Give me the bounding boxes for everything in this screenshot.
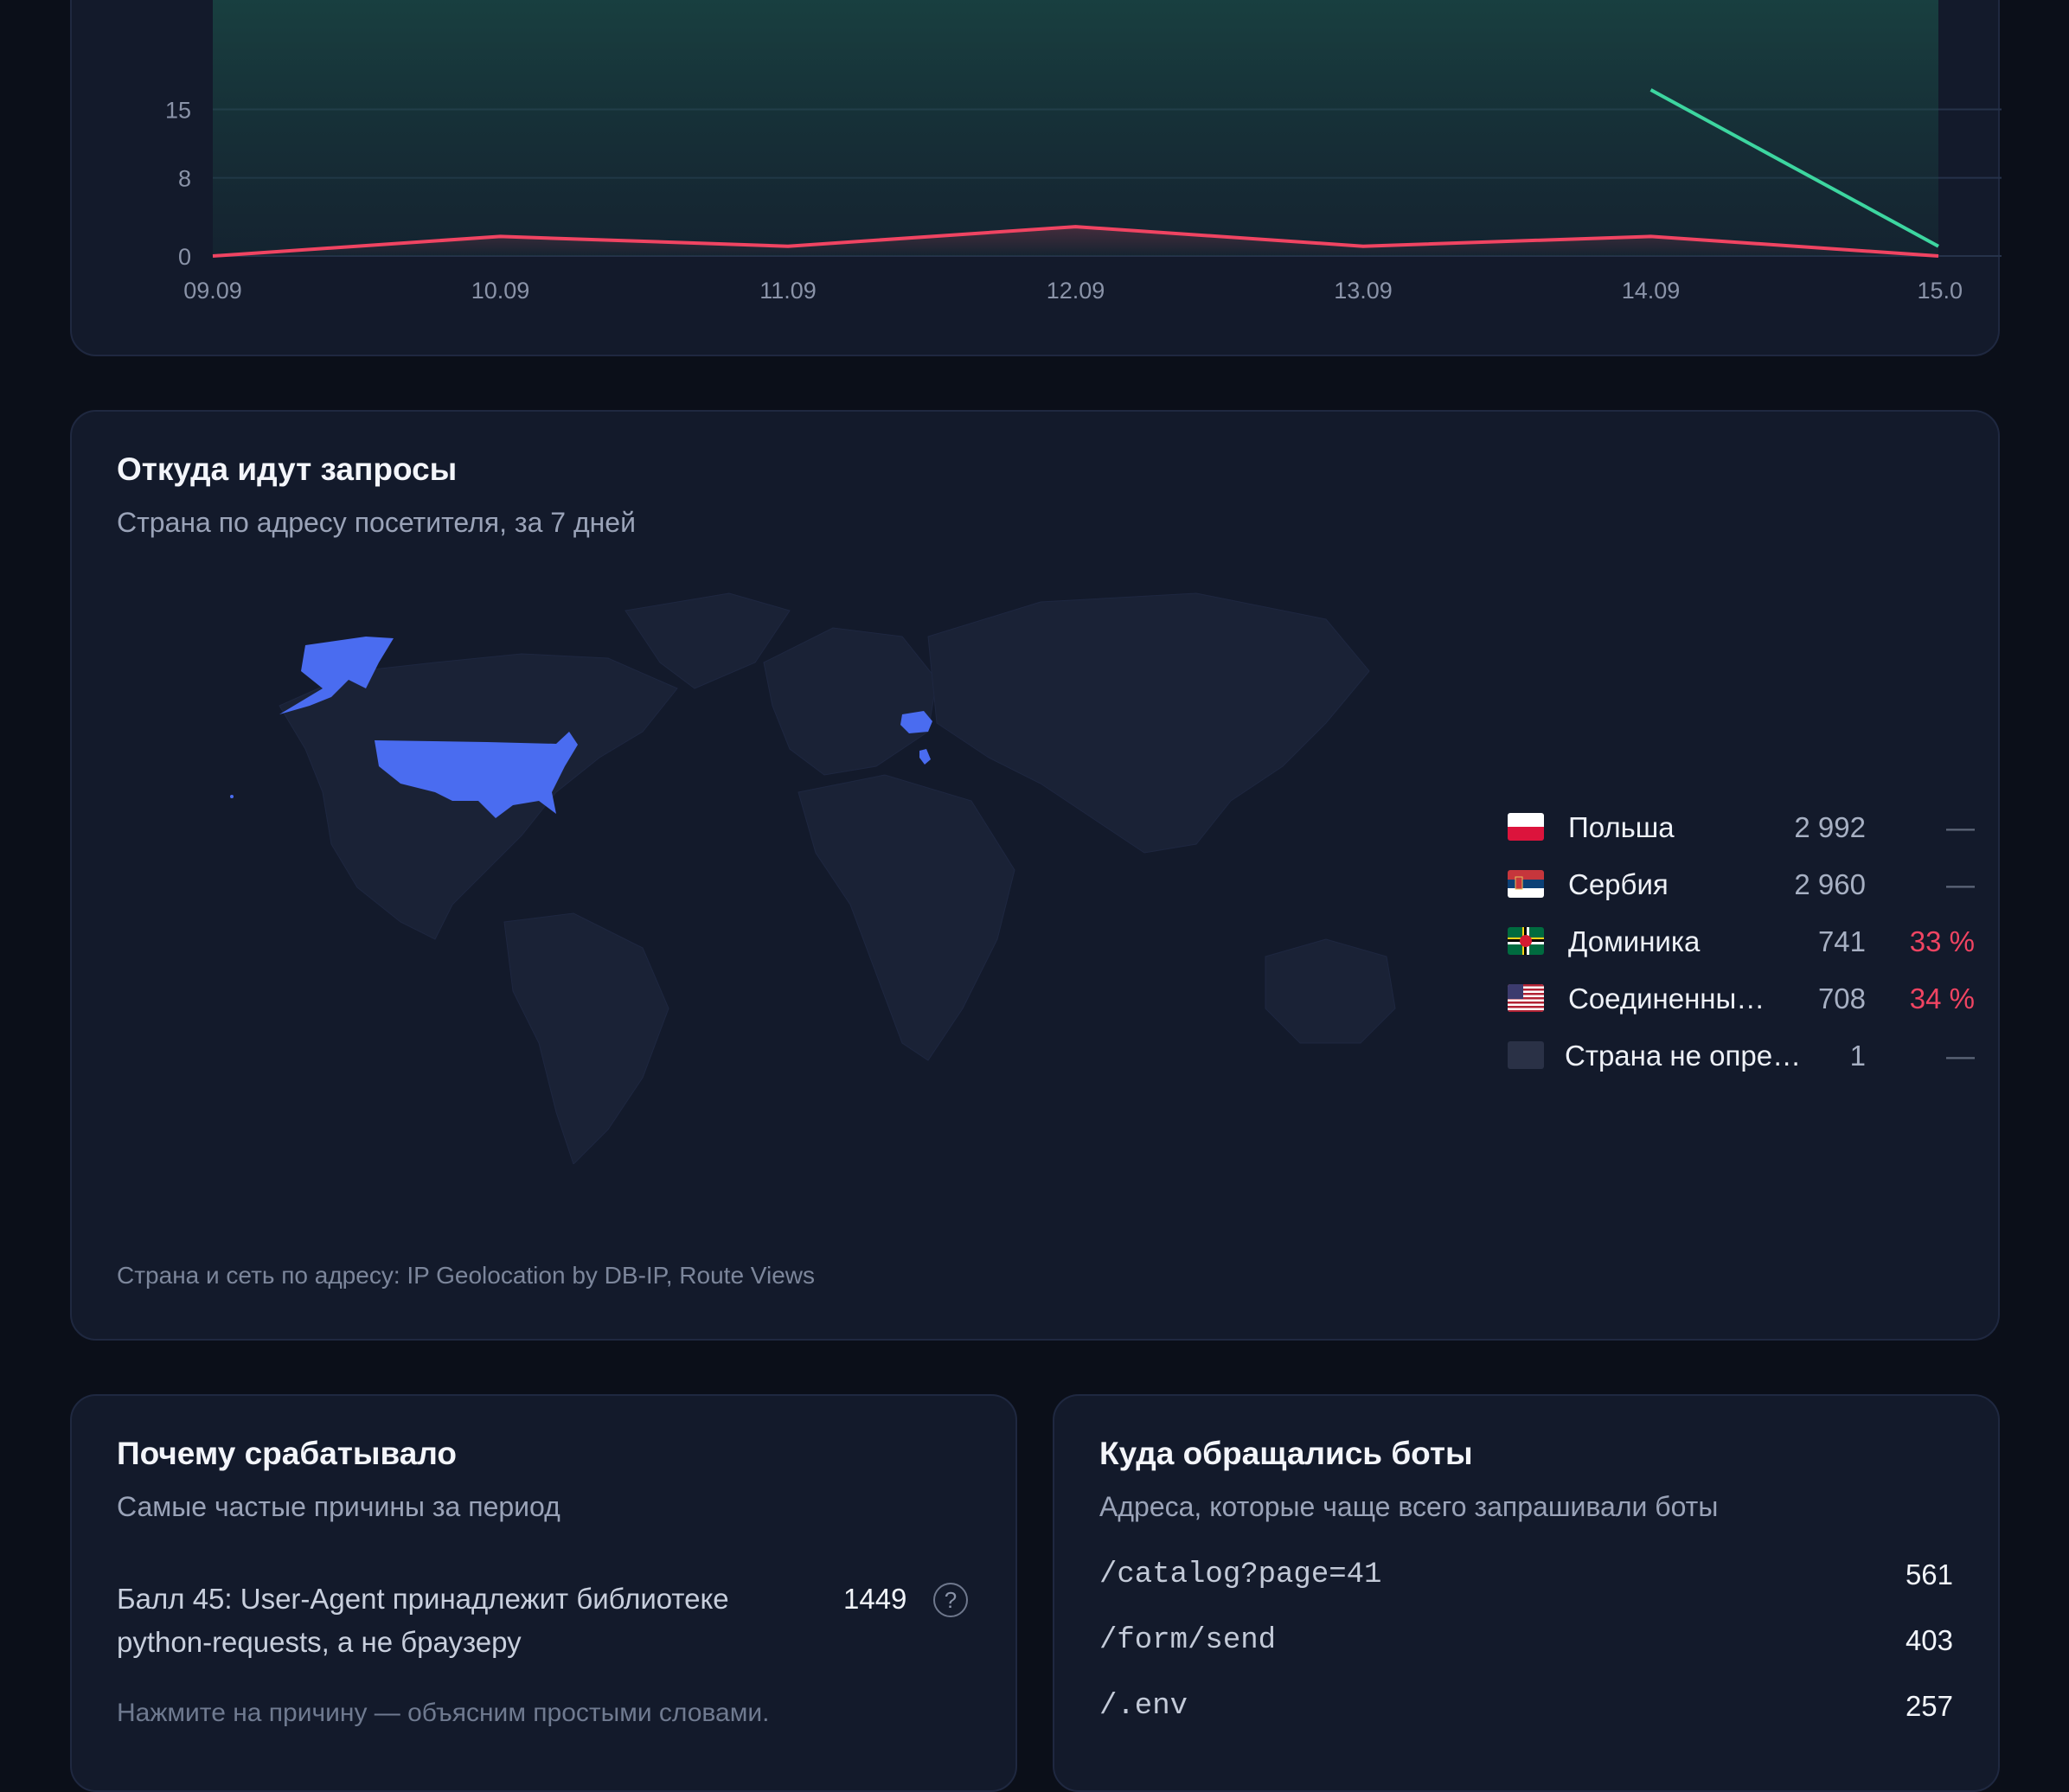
legend-country-share: — (1946, 868, 1975, 900)
country-legend: Польша 2 992 — Сербия 2 960 — Доминика 7… (1508, 803, 1975, 1088)
green-area-fill (213, 0, 1938, 256)
geo-card: Откуда идут запросы Страна по адресу пос… (70, 410, 2000, 1341)
x-tick-label: 10.09 (471, 278, 530, 304)
legend-country-share: — (1946, 811, 1975, 843)
paths-card: Куда обращались боты Адреса, которые чащ… (1053, 1394, 2000, 1792)
legend-country-name: Страна не опре… (1565, 1040, 1802, 1072)
path-url: /form/send (1099, 1624, 1277, 1657)
paths-title: Куда обращались боты (1099, 1436, 1473, 1471)
legend-country-share: — (1946, 1040, 1975, 1072)
map-asia (927, 592, 1370, 854)
legend-row-poland[interactable]: Польша 2 992 — (1508, 803, 1975, 860)
legend-country-share: 33 % (1909, 925, 1975, 957)
path-url: /catalog?page=41 (1099, 1558, 1382, 1591)
map-dominica (230, 795, 234, 798)
geo-subtitle: Страна по адресу посетителя, за 7 дней (117, 507, 636, 538)
reasons-hint: Нажмите на причину — объясним простыми с… (117, 1699, 770, 1727)
x-tick-label: 12.09 (1047, 278, 1105, 304)
series-line (1649, 88, 1939, 248)
map-alaska (279, 637, 394, 714)
x-tick-label: 13.09 (1334, 278, 1393, 304)
paths-subtitle: Адреса, которые чаще всего запрашивали б… (1099, 1491, 1719, 1522)
x-tick-label: 14.09 (1622, 278, 1681, 304)
reason-item-count: 1449 (843, 1583, 907, 1615)
series-area (213, 227, 1938, 256)
map-africa (797, 774, 1015, 1061)
map-usa (375, 732, 578, 818)
map-australia (1265, 938, 1396, 1044)
reasons-card: Почему срабатывало Самые частые причины … (70, 1394, 1017, 1792)
legend-row-serbia[interactable]: Сербия 2 960 — (1508, 860, 1975, 917)
map-south-america (503, 912, 669, 1164)
reasons-subtitle: Самые частые причины за период (117, 1491, 560, 1522)
trend-chart: 0 8 15 09.09 10.09 11.09 12.09 13.09 14.09 15.0 (165, 0, 2002, 304)
map-serbia (919, 749, 931, 765)
series-line (212, 225, 1939, 258)
geo-title: Откуда идут запросы (117, 451, 458, 487)
x-tick-label: 15.0 (1917, 278, 1963, 304)
path-count: 561 (1905, 1558, 1953, 1590)
reasons-title: Почему срабатывало (117, 1436, 457, 1471)
path-count: 257 (1905, 1690, 1953, 1722)
legend-country-share: 34 % (1909, 982, 1975, 1014)
legend-country-count: 708 (1817, 982, 1866, 1014)
legend-country-name: Доминика (1568, 925, 1701, 957)
trend-chart-card: 0 8 15 09.09 10.09 11.09 12.09 13.09 14.09 15.0 (70, 0, 2002, 356)
x-tick-label: 11.09 (759, 278, 817, 304)
usa-flag-icon (1508, 984, 1544, 1012)
map-europe (763, 627, 938, 776)
serbia-flag-icon (1508, 870, 1544, 898)
map-poland (900, 711, 932, 733)
legend-country-count: 2 992 (1794, 811, 1866, 843)
x-tick-label: 09.09 (183, 278, 242, 304)
unknown-flag-icon (1508, 1041, 1544, 1069)
dominica-flag-icon (1508, 927, 1544, 955)
y-tick-label: 8 (178, 166, 191, 192)
legend-row-usa[interactable]: Соединенны… 708 34 % (1508, 974, 1975, 1031)
legend-country-count: 741 (1817, 925, 1866, 957)
reason-item-text[interactable]: Балл 45: User-Agent принадлежит библиоте… (117, 1583, 729, 1658)
legend-country-count: 2 960 (1794, 868, 1866, 900)
y-tick-label: 0 (178, 244, 191, 270)
legend-country-name: Польша (1568, 811, 1675, 843)
path-url: /.env (1099, 1690, 1188, 1723)
map-greenland (625, 592, 791, 689)
path-row[interactable]: /catalog?page=41 561 (1099, 1558, 1953, 1610)
help-circle-icon[interactable]: ? (933, 1583, 968, 1617)
legend-row-unknown[interactable]: Страна не опре… 1 — (1508, 1031, 1975, 1088)
geo-source-note: Страна и сеть по адресу: IP Geolocation … (117, 1262, 815, 1289)
path-count: 403 (1905, 1624, 1953, 1656)
legend-country-name: Соединенны… (1568, 982, 1765, 1014)
poland-flag-icon (1508, 813, 1544, 841)
y-tick-label: 15 (165, 98, 191, 124)
legend-country-name: Сербия (1568, 868, 1669, 900)
world-map[interactable] (72, 559, 1438, 1164)
path-row[interactable]: /.env 257 (1099, 1690, 1953, 1742)
legend-country-count: 1 (1849, 1040, 1866, 1072)
legend-row-dominica[interactable]: Доминика 741 33 % (1508, 917, 1975, 974)
path-row[interactable]: /form/send 403 (1099, 1624, 1953, 1676)
